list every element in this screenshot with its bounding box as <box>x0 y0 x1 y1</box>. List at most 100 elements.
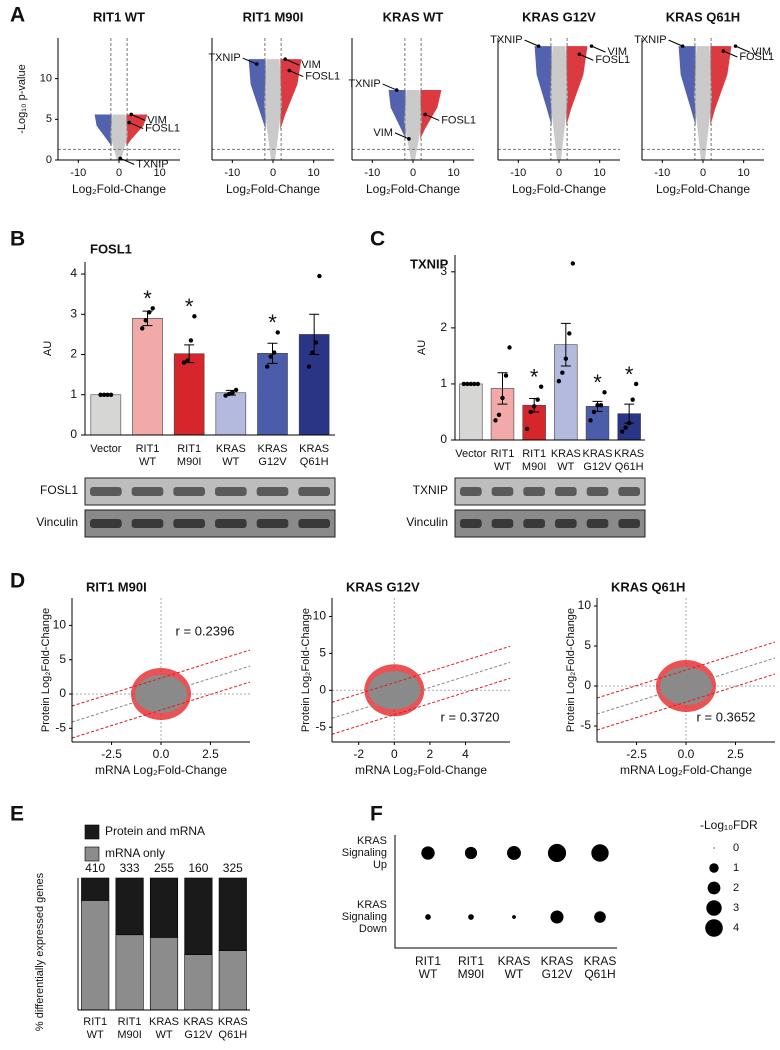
x-tick-label: 10 <box>308 167 320 179</box>
fit-line <box>71 665 251 723</box>
replicate-point <box>595 403 600 408</box>
up-regulated-cloud <box>566 46 588 126</box>
non-significant-cloud <box>550 46 568 161</box>
x-axis-label: mRNA Log₂Fold-Change <box>620 763 752 777</box>
x-tick-label: WT <box>139 456 156 468</box>
y-tick-label: -5 <box>55 720 66 734</box>
blot-label: FOSL1 <box>40 483 78 497</box>
x-tick-label: RIT1 <box>522 448 546 460</box>
blot-band <box>586 487 609 496</box>
x-tick-label: 0 <box>391 747 398 761</box>
blot-band <box>491 519 514 528</box>
replicate-point <box>468 381 474 387</box>
dot <box>464 846 478 860</box>
count-label: 333 <box>120 861 140 875</box>
y-tick-label: 10 <box>53 618 67 632</box>
fit-line <box>71 649 251 707</box>
replicate-point <box>507 345 512 350</box>
blot-band <box>215 519 247 528</box>
legend-dot <box>706 900 722 916</box>
gene-leader <box>723 50 738 58</box>
blot-band <box>586 519 609 528</box>
row-label: KRAS <box>357 835 387 847</box>
x-tick-label: WT <box>87 1029 104 1041</box>
x-tick-label: KRAS <box>149 1016 179 1028</box>
x-tick-label: 0 <box>700 167 706 179</box>
x-tick-label: KRAS <box>258 443 288 455</box>
chart-title: KRAS Q61H <box>611 579 685 594</box>
significance-marker: * <box>268 310 277 335</box>
bar-segment <box>81 877 110 901</box>
gene-label: VIM <box>301 59 321 71</box>
replicate-point <box>503 373 509 378</box>
x-tick-label: Q61H <box>584 967 615 981</box>
down-regulated-cloud <box>534 46 552 126</box>
legend-label: Protein and mRNA <box>105 824 205 838</box>
panel-label: B <box>10 228 25 251</box>
fit-line <box>596 641 776 699</box>
y-tick-label: 5 <box>319 646 326 660</box>
replicate-point <box>108 392 114 397</box>
replicate-point <box>588 418 593 423</box>
blot-band <box>90 487 122 496</box>
chart-title: FOSL1 <box>90 241 132 256</box>
x-tick-label: 0.0 <box>678 747 695 761</box>
replicate-point <box>619 429 625 434</box>
replicate-point <box>567 331 572 336</box>
y-tick-label: 0 <box>70 427 77 441</box>
up-regulated-cloud <box>126 114 148 147</box>
gene-label: VIM <box>608 46 628 58</box>
y-axis-label: % differentially expressed genes <box>34 872 46 1031</box>
blot-label: Vinculin <box>406 515 448 529</box>
legend-label: 0 <box>733 842 739 854</box>
y-tick-label: 1 <box>70 387 77 401</box>
gene-label: VIM <box>147 114 167 126</box>
replicate-point <box>226 391 232 397</box>
replicate-point <box>188 338 194 343</box>
gene-leader <box>524 39 539 47</box>
replicate-point <box>230 390 235 395</box>
x-tick-label: Vector <box>90 443 122 455</box>
x-tick-label: -2.5 <box>101 747 122 761</box>
down-regulated-cloud <box>94 114 112 147</box>
gene-label: TXNIP <box>348 78 380 90</box>
y-axis-label: Protein Log₂Fold-Change <box>40 608 52 732</box>
legend-label: 2 <box>733 882 739 894</box>
replicate-point <box>223 393 228 398</box>
dot <box>591 844 609 862</box>
y-tick-label: 5 <box>46 113 52 125</box>
fit-line <box>331 645 511 703</box>
blot-band <box>555 487 577 496</box>
replicate-point <box>493 418 498 423</box>
x-tick-label: -2 <box>353 747 364 761</box>
correlation-label: r = 0.3720 <box>441 709 500 724</box>
x-tick-label: G12V <box>583 461 612 473</box>
x-tick-label: M90I <box>117 1029 141 1041</box>
row-label: KRAS <box>357 899 387 911</box>
blot-band <box>256 519 289 528</box>
bar-segment <box>184 954 213 1011</box>
chart-title: KRAS G12V <box>522 9 596 24</box>
row-label: Signaling <box>342 911 387 923</box>
y-tick-label: 2 <box>440 320 447 334</box>
gene-leader <box>382 83 397 91</box>
gene-leader <box>579 53 594 61</box>
replicate-point <box>598 403 604 408</box>
x-axis-label: Log₂Fold-Change <box>656 182 750 196</box>
fit-line <box>596 657 776 715</box>
replicate-point <box>535 397 540 402</box>
blot-band <box>90 519 122 528</box>
replicate-point <box>591 409 597 415</box>
chart-title: RIT1 M90I <box>86 579 147 594</box>
x-tick-label: KRAS <box>498 954 531 968</box>
chart-title: RIT1 WT <box>93 9 145 24</box>
replicate-point <box>313 340 319 345</box>
bar-segment <box>184 877 213 955</box>
replicate-point <box>461 381 467 387</box>
replicate-point <box>310 350 315 355</box>
bar <box>132 318 163 436</box>
blot-image <box>84 477 336 506</box>
x-tick-label: -10 <box>510 167 526 179</box>
blot-band <box>298 519 330 528</box>
